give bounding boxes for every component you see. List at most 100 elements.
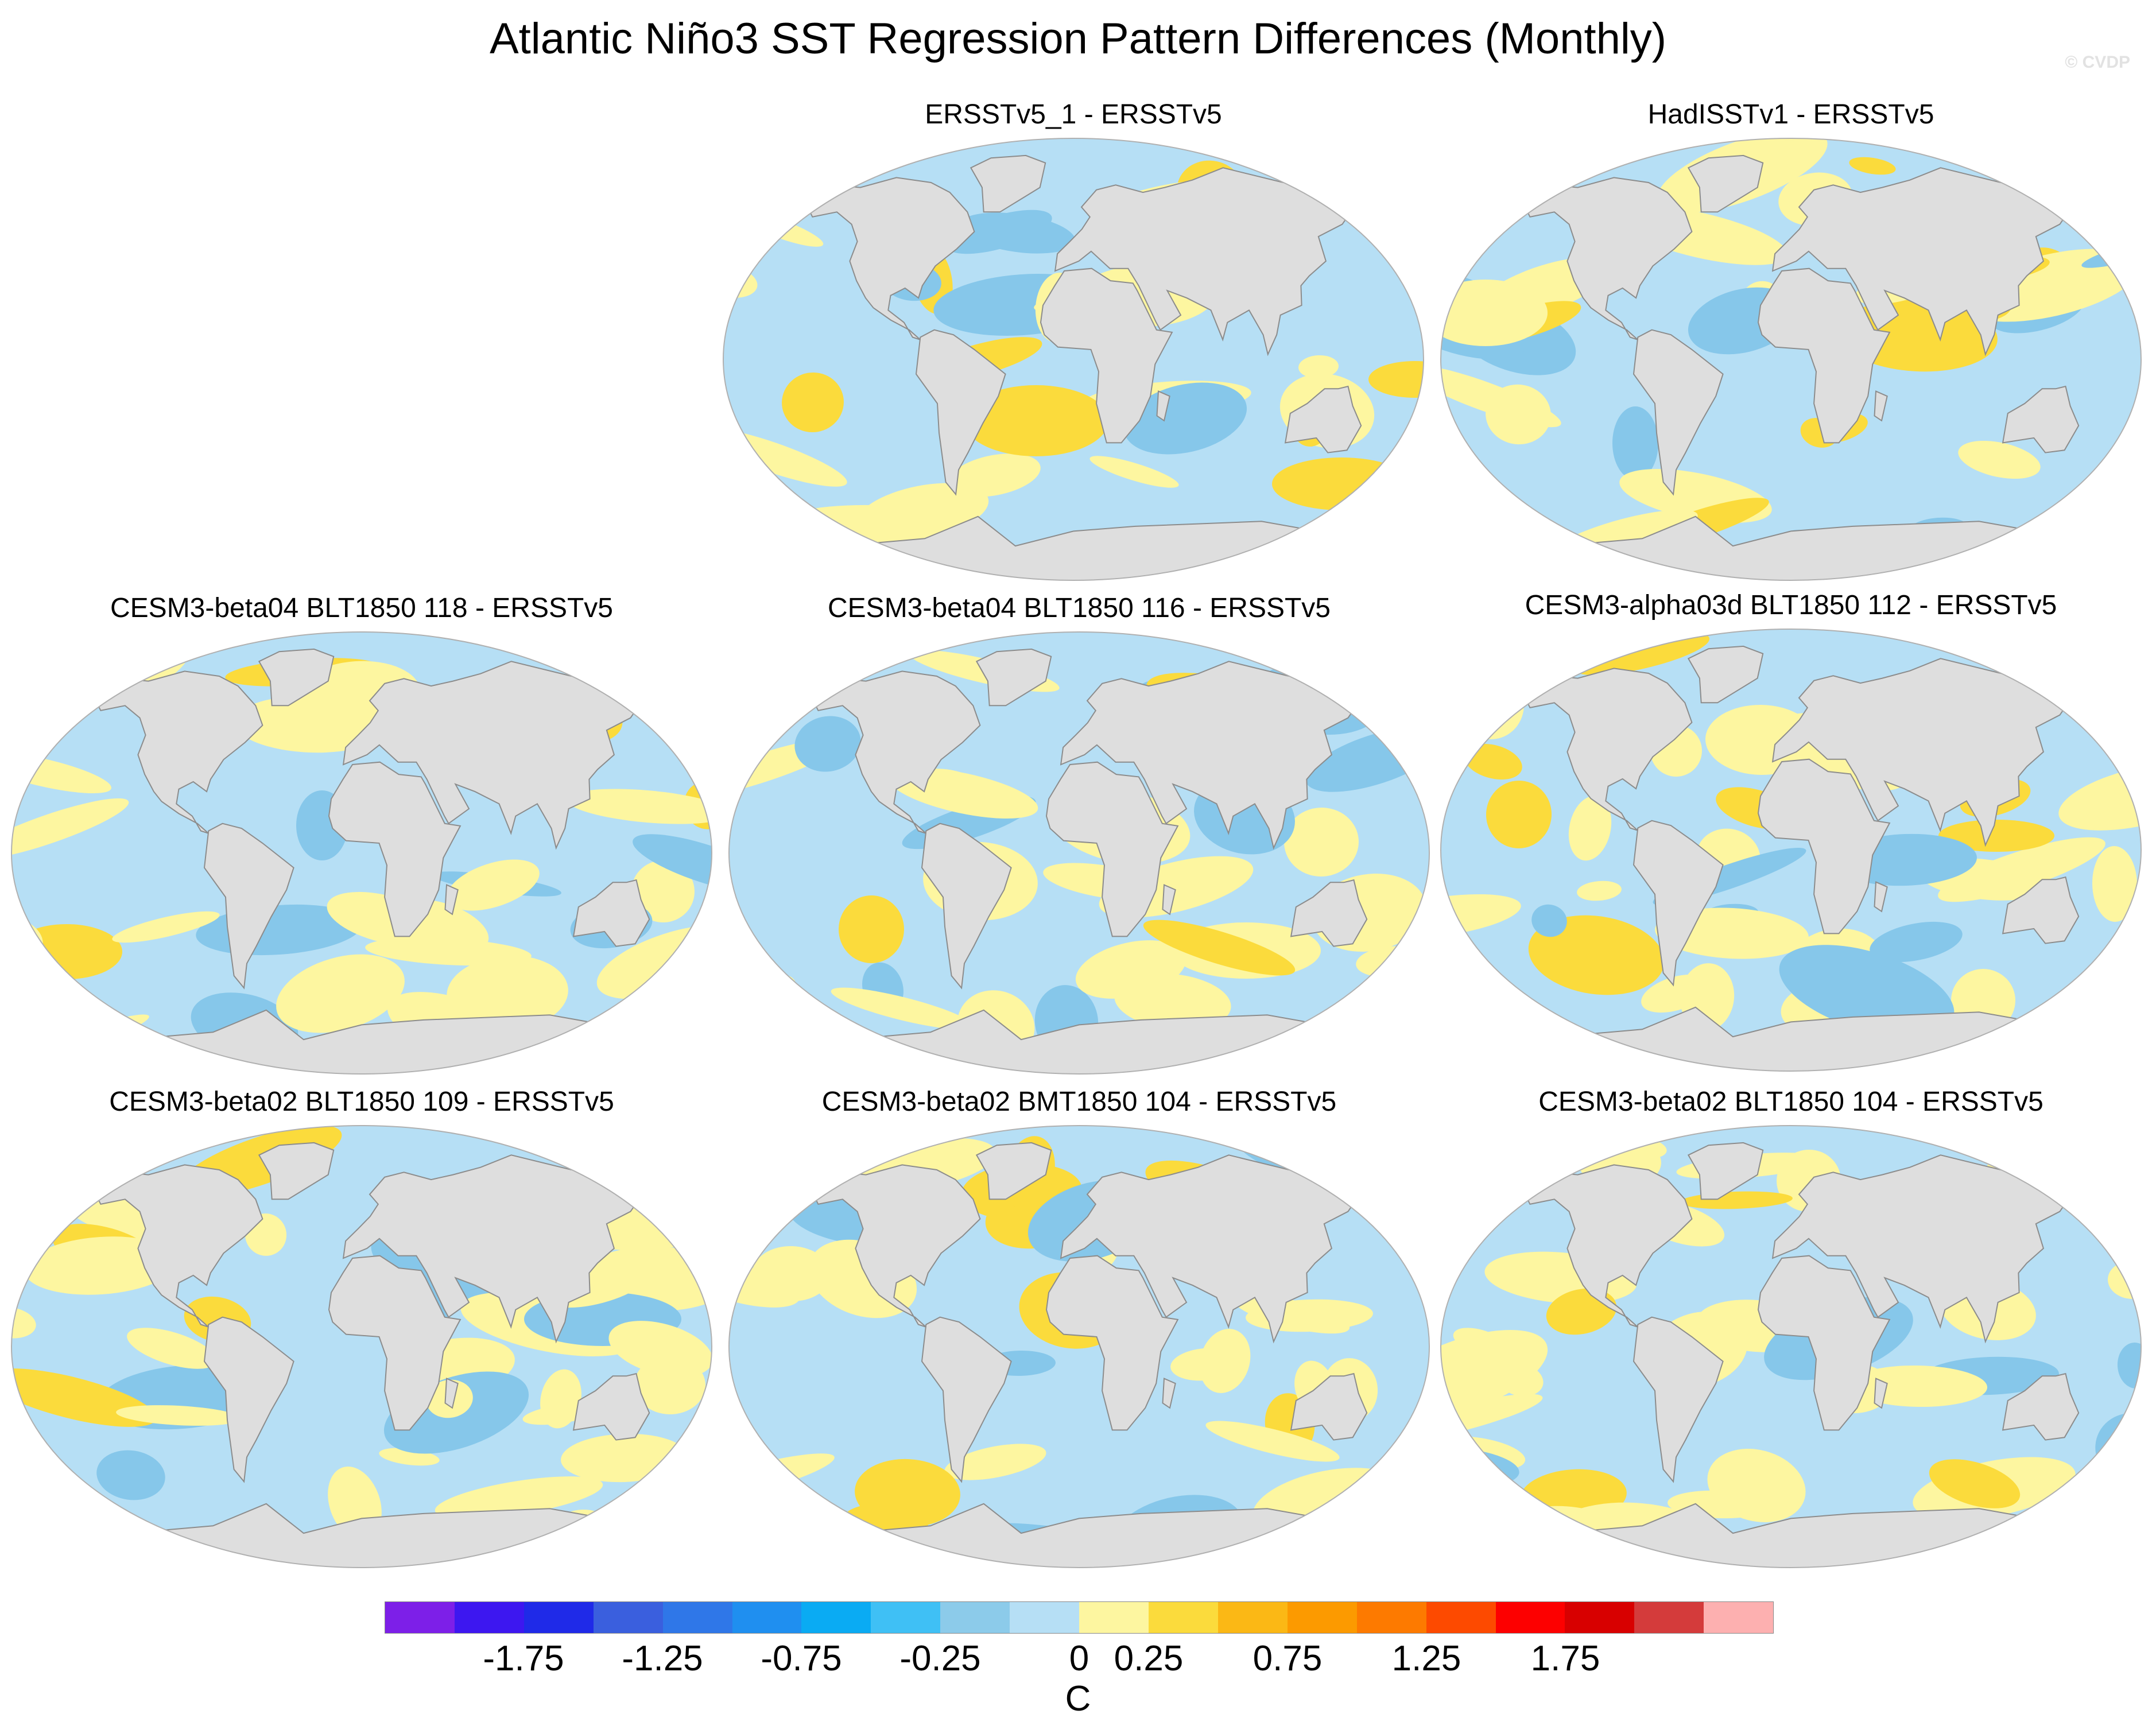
panel-title: CESM3-beta04 BLT1850 118 - ERSSTv5 xyxy=(110,593,613,623)
anomaly-region xyxy=(1123,382,1247,455)
continent-greenland xyxy=(970,154,1046,213)
anomaly-region xyxy=(11,1306,36,1339)
anomaly-region xyxy=(566,789,712,824)
anomaly-region xyxy=(1486,384,1551,445)
continent-australia xyxy=(1290,879,1368,947)
continent-eurasia xyxy=(1060,1154,1362,1344)
anomaly-region xyxy=(633,834,712,894)
anomaly-region xyxy=(1441,894,1521,940)
colorbar-box-5 xyxy=(732,1602,802,1633)
anomaly-region xyxy=(1531,904,1567,937)
world-map xyxy=(1440,1125,2142,1568)
continent-madagascar xyxy=(1156,390,1170,422)
colorbar xyxy=(385,1601,1774,1634)
anomaly-region xyxy=(11,1368,157,1427)
colorbar-tick-label: -1.75 xyxy=(483,1639,564,1678)
map-panel-cesm3-alpha03d-112: CESM3-alpha03d BLT1850 112 - ERSSTv5 xyxy=(1435,588,2147,1076)
continent-australia xyxy=(1290,1372,1368,1441)
anomaly-region xyxy=(1298,355,1339,379)
anomaly-region xyxy=(116,1405,241,1426)
continent-north-america xyxy=(1524,668,1693,831)
anomaly-region xyxy=(1464,743,1522,780)
map-panel-ersstv5-1: ERSSTv5_1 - ERSSTv5 xyxy=(718,98,1429,585)
anomaly-region xyxy=(2092,846,2138,922)
anomaly-region xyxy=(782,372,844,433)
colorbar-box-9 xyxy=(1010,1602,1080,1633)
map-border xyxy=(1440,138,2142,581)
map-panel-cesm3-beta04-116: CESM3-beta04 BLT1850 116 - ERSSTv5 xyxy=(723,591,1435,1079)
colorbar-box-10 xyxy=(1079,1602,1149,1633)
anomaly-region xyxy=(1375,1014,1429,1050)
colorbar-box-1 xyxy=(454,1602,524,1633)
continent-north-america xyxy=(806,177,975,340)
continent-south-america xyxy=(915,329,1006,496)
anomaly-region xyxy=(1568,796,1612,861)
panel-title: ERSSTv5_1 - ERSSTv5 xyxy=(925,99,1222,130)
anomaly-region xyxy=(1870,921,1963,963)
panel-title: HadISSTv1 - ERSSTv5 xyxy=(1647,99,1934,130)
colorbar-labels: -1.75 -1.25 -0.75 -0.25 0 0.25 0.75 1.25 1.75 xyxy=(0,1636,2156,1682)
continent-north-america xyxy=(95,670,263,834)
colorbar-box-6 xyxy=(801,1602,871,1633)
anomaly-region xyxy=(1573,632,1710,676)
anomaly-region xyxy=(1929,1459,2021,1508)
continent-north-america xyxy=(1524,177,1693,340)
anomaly-region xyxy=(855,1459,960,1527)
panel-title: CESM3-alpha03d BLT1850 112 - ERSSTv5 xyxy=(1525,590,2057,620)
colorbar-box-2 xyxy=(524,1602,594,1633)
continent-south-america xyxy=(921,823,1012,990)
continent-greenland xyxy=(1687,645,1764,704)
anomaly-region xyxy=(608,1321,712,1377)
continent-south-america xyxy=(921,1316,1012,1483)
page-title: Atlantic Niño3 SST Regression Pattern Di… xyxy=(489,14,1667,63)
colorbar-tick-label: 0 xyxy=(1069,1639,1089,1678)
continent-eurasia xyxy=(1771,658,2074,847)
anomaly-region xyxy=(631,860,695,923)
continent-north-america xyxy=(95,1164,263,1328)
anomaly-region xyxy=(447,859,540,911)
continent-madagascar xyxy=(444,1378,459,1409)
continent-australia xyxy=(572,1372,650,1441)
anomaly-region xyxy=(723,483,757,502)
anomaly-region xyxy=(964,385,1108,456)
map-border xyxy=(1440,629,2142,1072)
continent-eurasia xyxy=(1060,661,1362,850)
anomaly-region xyxy=(782,517,822,580)
colorbar-tick-label: 0.75 xyxy=(1253,1639,1323,1678)
map-border xyxy=(728,1125,1430,1568)
world-map xyxy=(728,1125,1430,1568)
continent-eurasia xyxy=(1771,1154,2074,1344)
continent-australia xyxy=(2002,876,2080,944)
anomaly-region xyxy=(1089,456,1179,488)
world-map xyxy=(1440,629,2142,1072)
continent-north-america xyxy=(812,1164,981,1328)
colorbar-tick-label: -0.25 xyxy=(899,1639,981,1678)
anomaly-region xyxy=(435,1476,603,1519)
world-map xyxy=(11,631,712,1075)
anomaly-region xyxy=(944,1444,1046,1480)
map-border xyxy=(1440,1125,2142,1568)
continent-africa xyxy=(1045,1255,1179,1431)
colorbar-box-7 xyxy=(871,1602,941,1633)
anomaly-region xyxy=(1938,820,2054,852)
colorbar-box-14 xyxy=(1356,1602,1426,1633)
colorbar-box-3 xyxy=(593,1602,663,1633)
anomaly-region xyxy=(561,1126,712,1174)
continent-south-america xyxy=(1632,1316,1724,1483)
anomaly-region xyxy=(276,954,405,1033)
map-panel-cesm3-beta02-blt-104: CESM3-beta02 BLT1850 104 - ERSSTv5 xyxy=(1435,1085,2147,1573)
continent-south-america xyxy=(1632,329,1724,496)
panel-title: CESM3-beta02 BMT1850 104 - ERSSTv5 xyxy=(821,1087,1337,1117)
continent-madagascar xyxy=(1162,1378,1176,1409)
continent-madagascar xyxy=(1162,884,1176,916)
continent-greenland xyxy=(258,648,335,707)
anomaly-region xyxy=(1368,361,1424,398)
continent-australia xyxy=(572,879,650,947)
anomaly-region xyxy=(2117,1343,2141,1388)
continent-south-america xyxy=(1632,820,1724,987)
colorbar-tick-label: -0.75 xyxy=(761,1639,842,1678)
colorbar-box-11 xyxy=(1148,1602,1218,1633)
continent-africa xyxy=(1757,1255,1891,1431)
continent-madagascar xyxy=(444,884,459,916)
anomaly-region xyxy=(1328,507,1373,549)
